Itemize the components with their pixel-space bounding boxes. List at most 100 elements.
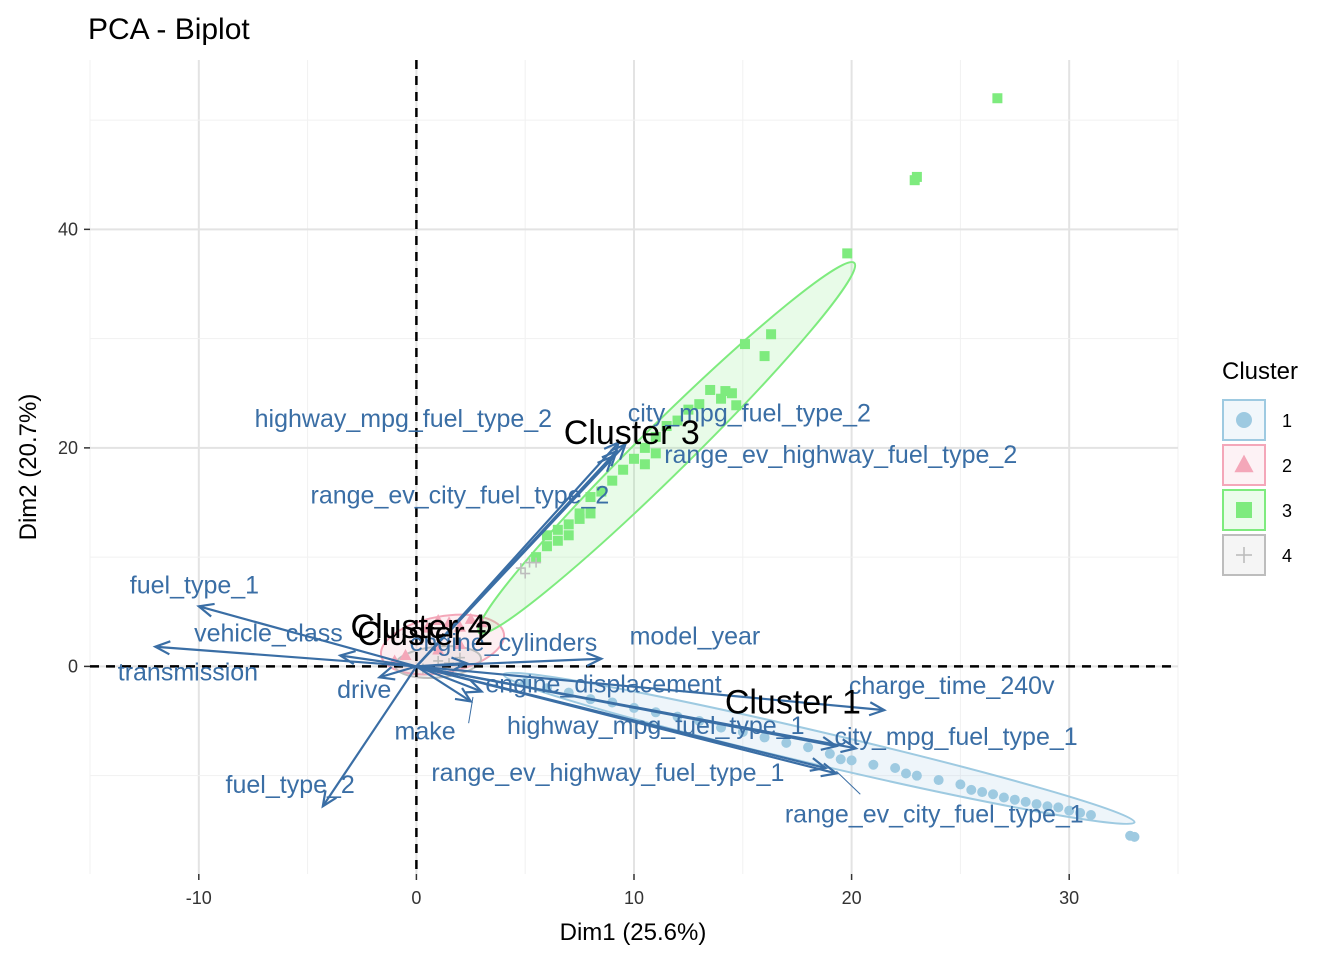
- cluster-3-point: [552, 524, 563, 535]
- cluster-3-point: [618, 464, 629, 475]
- axis-ticks: -10 0 10 20 30 0 20 40: [58, 219, 1079, 908]
- label-model_year: model_year: [630, 623, 761, 651]
- legend-item-3: 3: [1222, 489, 1292, 531]
- cluster-3-point: [683, 404, 694, 415]
- cluster-3-point: [574, 508, 585, 519]
- cluster-3-point: [563, 530, 574, 541]
- legend-label: 3: [1282, 501, 1292, 521]
- cluster-1-point: [824, 748, 835, 759]
- cluster-1-point: [803, 742, 814, 753]
- cluster-1-point: [998, 792, 1009, 803]
- x-axis-title: Dim1 (25.6%): [560, 919, 707, 946]
- cluster-1-point: [911, 770, 922, 781]
- cluster-3-point: [541, 541, 552, 552]
- cluster-3-point: [716, 393, 727, 404]
- cluster-3-point: [629, 453, 639, 464]
- cluster-1-point: [1020, 796, 1031, 807]
- x-tick-label: 10: [624, 888, 644, 908]
- label-highway_mpg_fuel_type_2: highway_mpg_fuel_type_2: [255, 405, 552, 433]
- cluster-1-point: [1031, 799, 1042, 810]
- cluster-2-point: [432, 643, 445, 655]
- cluster-3-point: [607, 475, 618, 486]
- range-ev-city-leader-line: [836, 770, 861, 795]
- label-transmission: transmission: [118, 659, 258, 687]
- cluster-2-point: [399, 648, 412, 660]
- cluster-labels: Cluster 1 Cluster 2 Cluster 3 Cluster 4: [351, 414, 861, 722]
- chart-title: PCA - Biplot: [88, 13, 250, 46]
- cluster-1-point: [759, 732, 770, 743]
- cluster-label: Cluster 1: [725, 684, 861, 722]
- cluster-2-point: [421, 621, 434, 633]
- data-points: [388, 93, 1140, 842]
- cluster-1-point: [933, 775, 944, 786]
- grid-lines: [89, 60, 1179, 874]
- cluster-3-point: [563, 519, 574, 530]
- cluster-1-point: [868, 759, 879, 770]
- cluster-2-point: [453, 620, 466, 632]
- cluster-3-point: [531, 552, 542, 563]
- label-drive: drive: [337, 676, 391, 704]
- cluster-3-point: [766, 329, 777, 340]
- legend-marker: [1236, 412, 1252, 428]
- legend-title: Cluster: [1222, 358, 1298, 385]
- cluster-3-point: [739, 339, 750, 350]
- cluster-3-point: [992, 93, 1003, 104]
- cluster-2-point: [464, 612, 477, 624]
- cluster-label: Cluster 3: [564, 414, 700, 452]
- cluster-3-point: [911, 171, 922, 182]
- cluster-1-point: [1053, 802, 1064, 813]
- arrow-drive: [376, 665, 417, 681]
- x-tick-label: -10: [186, 888, 212, 908]
- cluster-3-point: [842, 248, 853, 259]
- label-highway_mpg_fuel_type_1: highway_mpg_fuel_type_1: [507, 712, 804, 740]
- cluster-1-point: [988, 789, 999, 800]
- y-tick-label: 0: [68, 656, 78, 676]
- cluster-3-point: [596, 486, 607, 497]
- cluster-3-point: [585, 492, 596, 503]
- label-fuel_type_2: fuel_type_2: [226, 771, 355, 799]
- make-leader-line: [468, 696, 474, 724]
- label-make: make: [395, 718, 456, 746]
- cluster-1-point: [955, 779, 966, 790]
- variable-labels: fuel_type_1 vehicle_class transmission fuel…: [118, 400, 1084, 829]
- label-city_mpg_fuel_type_2: city_mpg_fuel_type_2: [628, 400, 871, 428]
- cluster-3-point: [726, 388, 737, 399]
- cluster-2-point: [475, 616, 488, 628]
- label-range_ev_city_fuel_type_1: range_ev_city_fuel_type_1: [785, 801, 1084, 829]
- cluster-1-point: [1042, 801, 1053, 812]
- arrow-engine_displacement: [416, 665, 485, 694]
- label-fuel_type_1: fuel_type_1: [130, 571, 259, 599]
- cluster-3-point: [639, 442, 650, 453]
- cluster-3-point: [574, 513, 585, 524]
- legend-item-1: 1: [1222, 399, 1292, 441]
- arrow-make: [415, 665, 474, 703]
- cluster-4-point: [520, 568, 531, 579]
- cluster-label: Cluster 4: [351, 608, 487, 646]
- cluster-3-point: [650, 431, 661, 442]
- cluster-1-point: [890, 763, 901, 774]
- cluster-label: Cluster 2: [357, 615, 493, 653]
- cluster-2-point: [443, 616, 456, 628]
- legend-label: 4: [1282, 546, 1292, 566]
- cluster-2-point: [432, 614, 445, 626]
- cluster-3-point: [552, 535, 563, 546]
- variable-arrows: [152, 440, 887, 809]
- arrow-range_ev_city_fuel_type_1: [416, 665, 839, 778]
- cluster-2-point: [453, 638, 466, 650]
- cluster-3-point: [672, 415, 683, 426]
- cluster-3-point: [720, 386, 731, 397]
- legend-label: 2: [1282, 456, 1292, 476]
- legend: Cluster 1 2 3 4: [1222, 358, 1298, 576]
- arrow-range_ev_city_fuel_type_2: [415, 454, 615, 668]
- label-range_ev_highway_fuel_type_1: range_ev_highway_fuel_type_1: [431, 759, 784, 787]
- label-range_ev_city_fuel_type_2: range_ev_city_fuel_type_2: [311, 482, 610, 510]
- arrow-charge_time_240v: [416, 665, 887, 717]
- arrow-model_year: [416, 651, 605, 668]
- cluster-3-point: [585, 508, 596, 519]
- cluster-1-point: [846, 755, 857, 766]
- cluster-3-point: [650, 448, 661, 459]
- arrow-highway_mpg_fuel_type_1: [416, 665, 840, 751]
- y-tick-label: 20: [58, 438, 78, 458]
- x-tick-label: 20: [842, 888, 862, 908]
